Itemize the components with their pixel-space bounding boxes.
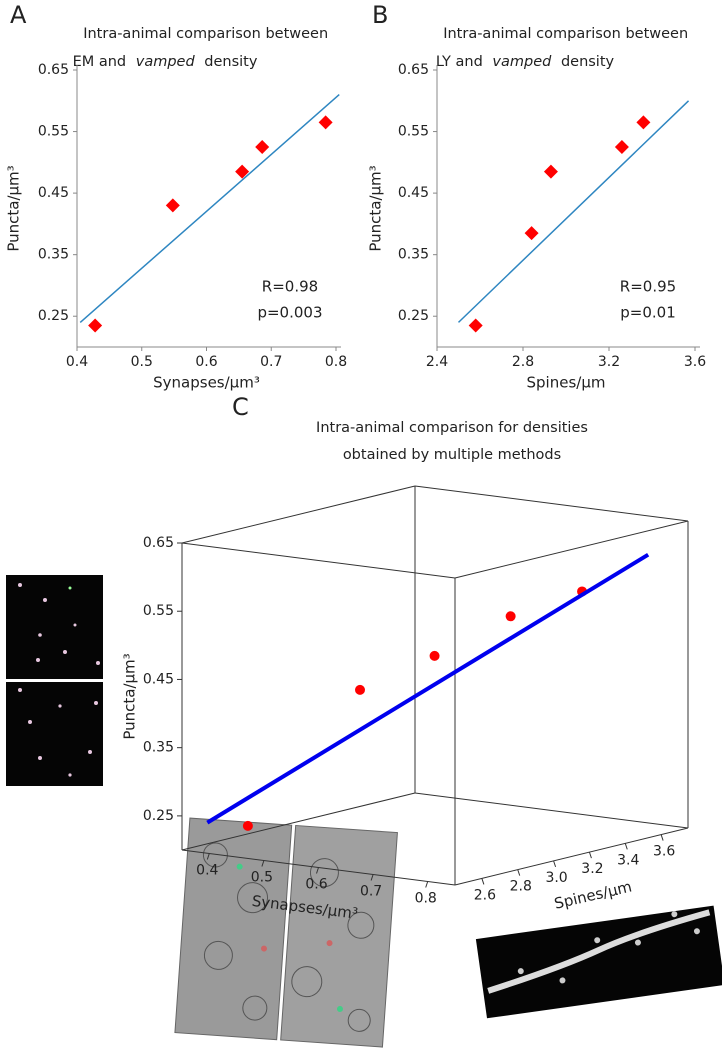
- y-tick: [553, 860, 557, 868]
- box-edge: [181, 485, 416, 544]
- y-tick-label: 2.8: [510, 879, 532, 895]
- y-tick: [517, 869, 521, 876]
- y-tick-label: 0.55: [398, 124, 429, 140]
- y-tick-label: 0.65: [38, 62, 69, 78]
- x-tick-label: 0.6: [195, 354, 217, 370]
- annotation: R=0.98: [262, 278, 318, 296]
- title-line: density: [561, 54, 615, 70]
- chart-title: Intra-animal comparison for densities: [316, 420, 588, 436]
- annotation: R=0.95: [620, 278, 676, 296]
- x-tick-label: 0.5: [131, 354, 153, 370]
- dendrite-image: [475, 905, 722, 1019]
- fit-line: [79, 94, 340, 323]
- data-point: [255, 139, 270, 154]
- x-tick-label: 2.8: [512, 354, 534, 370]
- data-point: [636, 115, 651, 130]
- box-edge: [454, 827, 689, 886]
- y-axis-label: Puncta/µm³: [5, 165, 23, 251]
- x-tick-label: 0.7: [360, 884, 382, 900]
- y-tick-label: 0.25: [38, 308, 69, 324]
- y-tick-label: 0.45: [38, 185, 69, 201]
- data-point: [505, 611, 516, 622]
- box-edge: [181, 542, 456, 579]
- data-point: [524, 226, 539, 241]
- title-line: Intra-animal comparison between: [443, 26, 688, 42]
- y-tick-label: 3.2: [581, 861, 603, 877]
- x-tick-label: 0.7: [260, 354, 282, 370]
- z-tick-label: 0.55: [143, 603, 174, 619]
- box-edge: [414, 792, 689, 829]
- x-tick: [316, 867, 319, 874]
- y-tick-label: 0.35: [398, 247, 429, 263]
- x-axis-label: Spines/µm: [527, 374, 606, 392]
- y-tick: [624, 843, 628, 850]
- x-tick-label: 0.5: [251, 870, 273, 886]
- fit-line: [206, 552, 650, 825]
- data-point: [543, 164, 558, 179]
- z-tick-label: 0.45: [143, 671, 174, 687]
- panel-label: C: [232, 393, 249, 421]
- chart-title: Intra-animal comparison between LY and v…: [436, 26, 693, 70]
- y-tick-label: 2.6: [474, 887, 496, 903]
- data-point: [429, 650, 440, 661]
- title-line: LY and: [436, 54, 483, 70]
- data-point: [235, 164, 250, 179]
- y-tick-label: 3.0: [545, 870, 567, 886]
- chart-title: Intra-animal comparison between EM and v…: [73, 26, 333, 70]
- title-line: vamped: [492, 54, 552, 70]
- x-tick: [261, 860, 265, 867]
- title-line: Intra-animal comparison between: [83, 26, 328, 42]
- y-tick: [481, 878, 485, 885]
- panel-label: B: [372, 1, 388, 29]
- y-tick-label: 0.55: [38, 124, 69, 140]
- x-tick-label: 3.6: [684, 354, 706, 370]
- fit-line: [457, 100, 690, 323]
- panel-label: A: [10, 1, 27, 29]
- annotation: p=0.003: [257, 304, 322, 322]
- title-line: density: [204, 54, 258, 70]
- box-edge: [181, 792, 416, 851]
- box-edge: [414, 485, 689, 522]
- z-tick-label: 0.65: [143, 535, 174, 551]
- annotation: p=0.01: [620, 304, 676, 322]
- title-line: EM and: [73, 54, 127, 70]
- z-tick-label: 0.25: [143, 808, 174, 824]
- em-images: [174, 817, 398, 1048]
- fluorescence-images: [6, 575, 103, 786]
- y-tick-label: 3.6: [653, 844, 675, 860]
- x-tick-label: 0.6: [305, 877, 327, 893]
- x-tick-label: 0.4: [196, 863, 218, 879]
- x-tick-label: 2.4: [426, 354, 448, 370]
- x-axis-label: Synapses/µm³: [153, 374, 260, 392]
- data-point: [242, 820, 253, 831]
- y-axis-label: Puncta/µm³: [367, 165, 385, 251]
- data-point: [318, 115, 333, 130]
- data-point: [88, 318, 103, 333]
- z-axis-label: Puncta/µm³: [121, 653, 139, 739]
- data-point: [165, 198, 180, 213]
- z-tick-label: 0.35: [143, 740, 174, 756]
- y-tick: [588, 851, 592, 859]
- x-tick-label: 0.8: [415, 891, 437, 907]
- y-tick-label: 0.35: [38, 247, 69, 263]
- y-tick-label: 0.65: [398, 62, 429, 78]
- y-tick-label: 0.45: [398, 185, 429, 201]
- chart-title: obtained by multiple methods: [343, 447, 561, 463]
- x-tick: [425, 881, 429, 888]
- data-point: [614, 139, 629, 154]
- box-edge: [454, 520, 689, 579]
- x-tick-label: 0.4: [66, 354, 88, 370]
- x-tick: [370, 874, 374, 881]
- y-tick-label: 0.25: [398, 308, 429, 324]
- title-line: vamped: [136, 54, 196, 70]
- x-tick-label: 0.8: [325, 354, 347, 370]
- y-tick: [660, 834, 664, 841]
- data-point: [355, 684, 366, 695]
- x-tick-label: 3.2: [598, 354, 620, 370]
- x-tick: [206, 853, 210, 860]
- data-point: [468, 318, 483, 333]
- y-tick-label: 3.4: [617, 852, 639, 868]
